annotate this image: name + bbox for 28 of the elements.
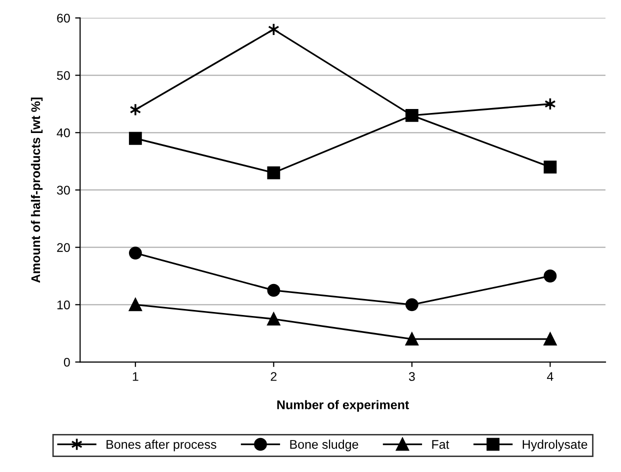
y-tick-label: 0	[64, 358, 70, 367]
y-tick-label: 10	[57, 300, 70, 310]
legend-label: Bone sludge	[290, 440, 358, 452]
y-tick-label: 30	[56, 186, 70, 195]
x-axis-title: Number of experiment	[277, 400, 409, 412]
y-tick-label: 40	[56, 128, 70, 138]
x-tick-label: 1	[132, 372, 138, 381]
point	[544, 332, 557, 346]
y-tick-label: 50	[56, 71, 70, 80]
point	[267, 166, 280, 180]
y-axis-title: Amount of half-products [wt %]	[30, 98, 43, 283]
y-tick-label: 20	[57, 243, 70, 252]
legend-label: Hydrolysate	[522, 440, 588, 452]
point	[128, 246, 142, 260]
legend-label: Fat	[432, 440, 450, 449]
point	[267, 284, 280, 297]
point	[544, 160, 557, 174]
x-tick-label: 3	[408, 372, 415, 381]
point	[128, 298, 142, 312]
point	[544, 270, 557, 282]
point	[405, 332, 418, 346]
point	[267, 312, 280, 326]
point	[128, 132, 142, 145]
y-tick-label: 60	[57, 14, 70, 23]
legend-label: Bones after process	[106, 440, 216, 452]
x-tick-label: 2	[270, 372, 277, 381]
point	[405, 298, 418, 312]
x-tick-label: 4	[546, 372, 554, 381]
